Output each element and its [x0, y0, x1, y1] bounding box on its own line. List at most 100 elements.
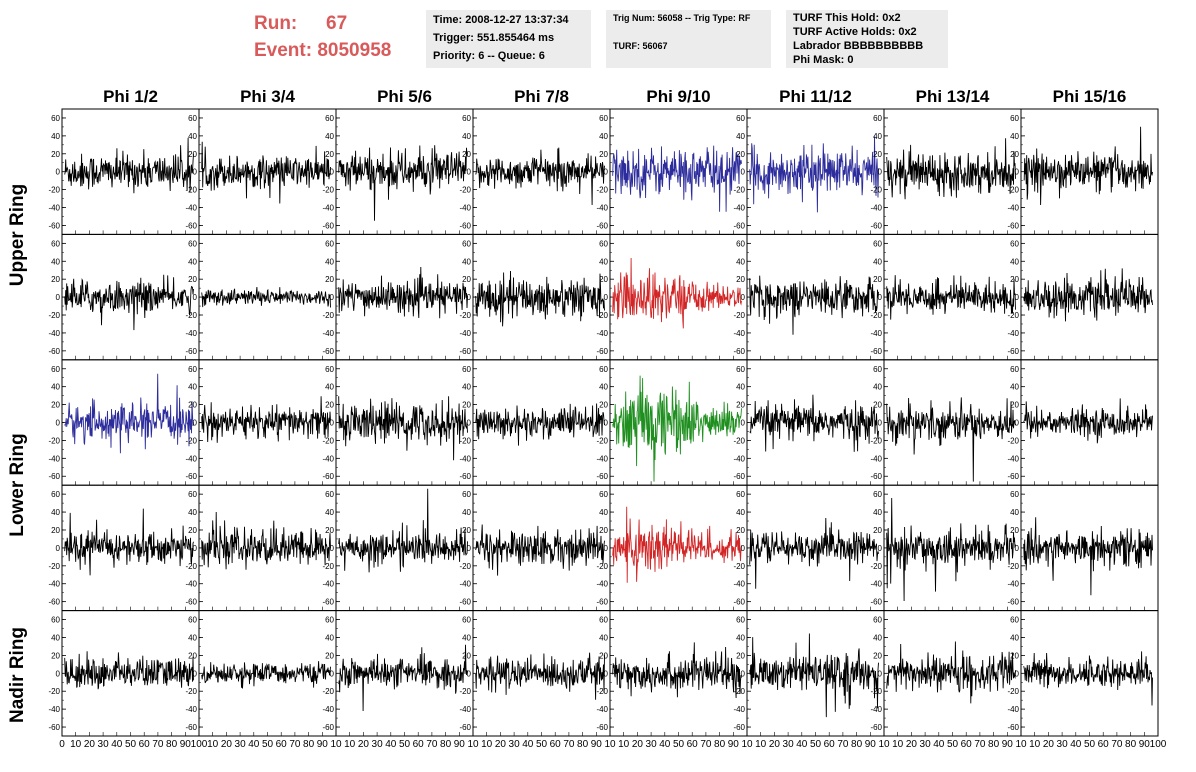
y-tick-label: -40 — [596, 454, 608, 463]
trigger-line: Trigger: 551.855464 ms — [433, 32, 555, 44]
phi-header-1: Phi 1/2 — [103, 87, 158, 106]
y-tick-label: 40 — [325, 383, 334, 392]
waveform-trace — [886, 497, 1016, 602]
y-tick-label: 20 — [325, 150, 334, 159]
waveform-trace — [338, 488, 468, 573]
x-tick-label: 10 — [207, 739, 219, 750]
y-tick-label: 40 — [736, 633, 745, 642]
y-tick-label: -20 — [596, 687, 608, 696]
y-tick-label: -60 — [48, 221, 60, 230]
panel-r1-c2: -60 -40 -20 0 20 40 60 — [185, 108, 337, 235]
y-tick-label: -20 — [1007, 687, 1019, 696]
y-tick-label: -60 — [1007, 347, 1019, 356]
panel-r3-c1: -60 -40 -20 0 20 40 60 — [48, 359, 200, 486]
x-tick-label: 70 — [152, 739, 164, 750]
y-tick-label: -60 — [870, 347, 882, 356]
waveform-trace — [886, 275, 1016, 320]
y-tick-label: 0 — [330, 293, 335, 302]
waveform-trace — [201, 141, 331, 204]
waveform-trace — [475, 524, 605, 576]
x-tick-label: 10 — [1015, 739, 1027, 750]
y-tick-label: -40 — [459, 204, 471, 213]
x-tick-label: 50 — [1084, 739, 1096, 750]
waveform-trace — [201, 511, 331, 570]
x-tick-label: 20 — [906, 739, 918, 750]
y-tick-label: 20 — [736, 651, 745, 660]
y-tick-label: 40 — [51, 383, 60, 392]
x-tick-label: 60 — [824, 739, 836, 750]
y-tick-label: -40 — [1007, 329, 1019, 338]
x-tick-label: 80 — [303, 739, 315, 750]
waveform-trace — [749, 633, 879, 718]
x-tick-label: 40 — [933, 739, 945, 750]
y-tick-label: 0 — [467, 168, 472, 177]
y-tick-label: -20 — [459, 311, 471, 320]
panel-r3-c8: -60 -40 -20 0 20 40 60 — [1007, 359, 1159, 486]
phi-header-5: Phi 9/10 — [646, 87, 711, 106]
y-tick-label: 0 — [604, 544, 609, 553]
turf-info-box: TURF This Hold: 0x2 TURF Active Holds: 0… — [786, 10, 948, 68]
y-tick-label: -20 — [459, 186, 471, 195]
y-tick-label: 0 — [878, 293, 883, 302]
y-tick-label: 20 — [1010, 651, 1019, 660]
panel-r2-c2: -60 -40 -20 0 20 40 60 — [185, 233, 337, 361]
x-tick-label: 60 — [961, 739, 973, 750]
y-tick-label: -60 — [459, 723, 471, 732]
x-tick-label: 60 — [276, 739, 288, 750]
trig-line: Trig Num: 56058 -- Trig Type: RF — [613, 13, 751, 23]
y-tick-label: -40 — [870, 454, 882, 463]
y-tick-label: 60 — [599, 114, 608, 123]
x-tick-label: 10 — [741, 739, 753, 750]
y-tick-label: -60 — [48, 723, 60, 732]
x-tick-label: 10 — [330, 739, 342, 750]
x-tick-label: 50 — [810, 739, 822, 750]
panel-r5-c1: -60 -40 -20 0 20 40 60 — [48, 610, 200, 737]
turf-line: TURF: 56067 — [613, 41, 668, 51]
x-tick-label: 80 — [1125, 739, 1137, 750]
phi-header-7: Phi 13/14 — [915, 87, 990, 106]
x-tick-label: 40 — [659, 739, 671, 750]
waveform-trace — [64, 137, 194, 194]
y-tick-label: 0 — [467, 293, 472, 302]
waveform-trace — [749, 394, 879, 452]
y-tick-label: -40 — [185, 329, 197, 338]
panel-r1-c5: -60 -40 -20 0 20 40 60 — [596, 108, 748, 235]
panel-r1-c7: -60 -40 -20 0 20 40 60 — [870, 108, 1022, 235]
x-tick-label: 70 — [289, 739, 301, 750]
run-value: 67 — [326, 13, 348, 34]
phi-header-3: Phi 5/6 — [377, 87, 432, 106]
y-tick-label: 0 — [193, 293, 198, 302]
x-tick-label: 10 — [618, 739, 630, 750]
x-tick-label: 90 — [728, 739, 740, 750]
x-tick-label: 70 — [837, 739, 849, 750]
y-tick-label: 0 — [878, 669, 883, 678]
y-tick-label: -40 — [733, 705, 745, 714]
y-tick-label: -20 — [1007, 186, 1019, 195]
y-tick-label: 60 — [462, 114, 471, 123]
x-tick-label: 20 — [221, 739, 233, 750]
waveform-trace — [475, 270, 605, 327]
turf-hold-line: TURF This Hold: 0x2 — [793, 12, 901, 24]
y-tick-label: 40 — [873, 383, 882, 392]
y-tick-label: -40 — [322, 705, 334, 714]
y-tick-label: 20 — [873, 651, 882, 660]
y-tick-label: -20 — [733, 687, 745, 696]
y-tick-label: 0 — [330, 669, 335, 678]
y-tick-label: 20 — [188, 526, 197, 535]
y-tick-label: -60 — [459, 472, 471, 481]
y-tick-label: 20 — [873, 150, 882, 159]
y-tick-label: 60 — [1010, 365, 1019, 374]
waveform-trace — [749, 136, 879, 213]
x-tick-label: 90 — [1139, 739, 1151, 750]
x-tick-label: 10 — [481, 739, 493, 750]
panel-r4-c6: -60 -40 -20 0 20 40 60 — [733, 484, 885, 612]
y-tick-label: 60 — [188, 490, 197, 499]
x-tick-label: 50 — [673, 739, 685, 750]
y-tick-label: -60 — [870, 221, 882, 230]
labrador-line: Labrador BBBBBBBBBB — [793, 40, 924, 52]
y-tick-label: 40 — [462, 132, 471, 141]
y-tick-label: -60 — [459, 221, 471, 230]
y-tick-label: 60 — [1010, 114, 1019, 123]
y-tick-label: -20 — [733, 311, 745, 320]
y-tick-label: -40 — [459, 580, 471, 589]
